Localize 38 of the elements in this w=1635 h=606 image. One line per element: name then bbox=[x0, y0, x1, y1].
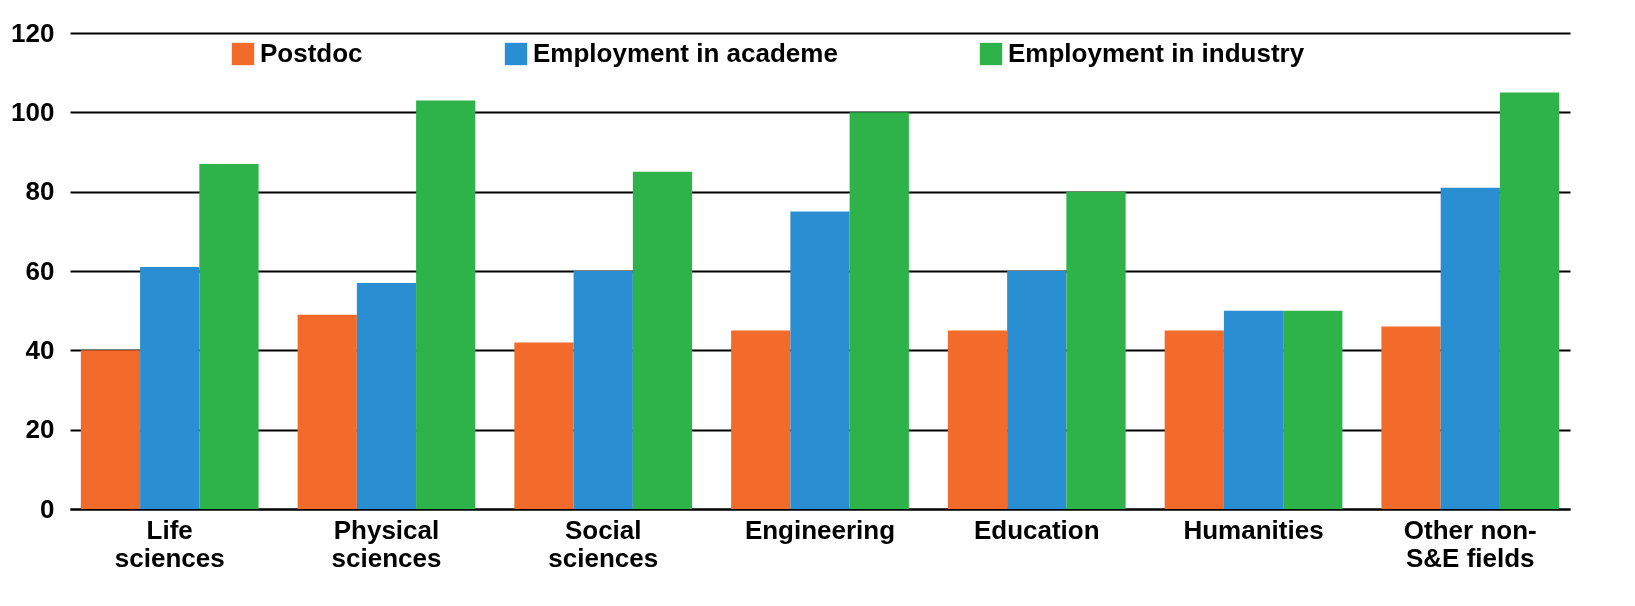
bar bbox=[731, 330, 791, 509]
bar bbox=[297, 314, 357, 509]
x-tick-label: Humanities bbox=[1183, 514, 1324, 545]
x-tick-label: Social sciences bbox=[548, 514, 659, 573]
bar bbox=[199, 163, 259, 509]
bar bbox=[573, 271, 633, 509]
bar bbox=[140, 267, 200, 509]
y-tick-label: 20 bbox=[25, 414, 55, 445]
bar bbox=[1007, 271, 1067, 509]
x-tick-label: Life sciences bbox=[114, 514, 225, 573]
x-tick-label: Education bbox=[973, 514, 1100, 545]
bar bbox=[1440, 187, 1500, 509]
bar bbox=[1381, 326, 1441, 509]
bar bbox=[1066, 191, 1126, 509]
bar bbox=[1283, 310, 1343, 509]
bar bbox=[849, 112, 909, 509]
y-tick-label: 80 bbox=[25, 176, 55, 207]
y-tick-label: 60 bbox=[25, 255, 55, 286]
bar bbox=[514, 342, 574, 509]
legend-label: Postdoc bbox=[260, 38, 363, 68]
x-tick-label: Engineering bbox=[744, 514, 896, 545]
y-tick-label: 100 bbox=[11, 96, 55, 127]
legend-label: Employment in academe bbox=[533, 38, 838, 68]
x-tick-label: Physical sciences bbox=[331, 514, 442, 573]
bar bbox=[947, 330, 1008, 509]
bar bbox=[80, 350, 141, 509]
y-tick-label: 0 bbox=[40, 493, 55, 524]
x-tick-label: Other non-S&E fields bbox=[1403, 514, 1537, 573]
bar bbox=[1223, 310, 1284, 509]
bar bbox=[1164, 330, 1224, 509]
legend-label: Employment in industry bbox=[1008, 38, 1305, 68]
bar bbox=[416, 100, 476, 509]
bar bbox=[356, 282, 417, 509]
y-tick-label: 40 bbox=[25, 334, 55, 365]
bar bbox=[790, 211, 850, 509]
bar bbox=[1499, 92, 1560, 509]
bar bbox=[632, 171, 693, 509]
y-tick-label: 120 bbox=[11, 17, 55, 48]
